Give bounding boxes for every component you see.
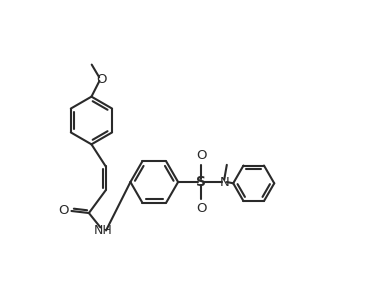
Text: NH: NH xyxy=(94,224,113,237)
Text: O: O xyxy=(196,202,206,215)
Text: O: O xyxy=(196,149,206,162)
Text: O: O xyxy=(96,73,106,86)
Text: O: O xyxy=(59,204,69,217)
Text: S: S xyxy=(196,175,206,189)
Text: N: N xyxy=(219,175,229,189)
